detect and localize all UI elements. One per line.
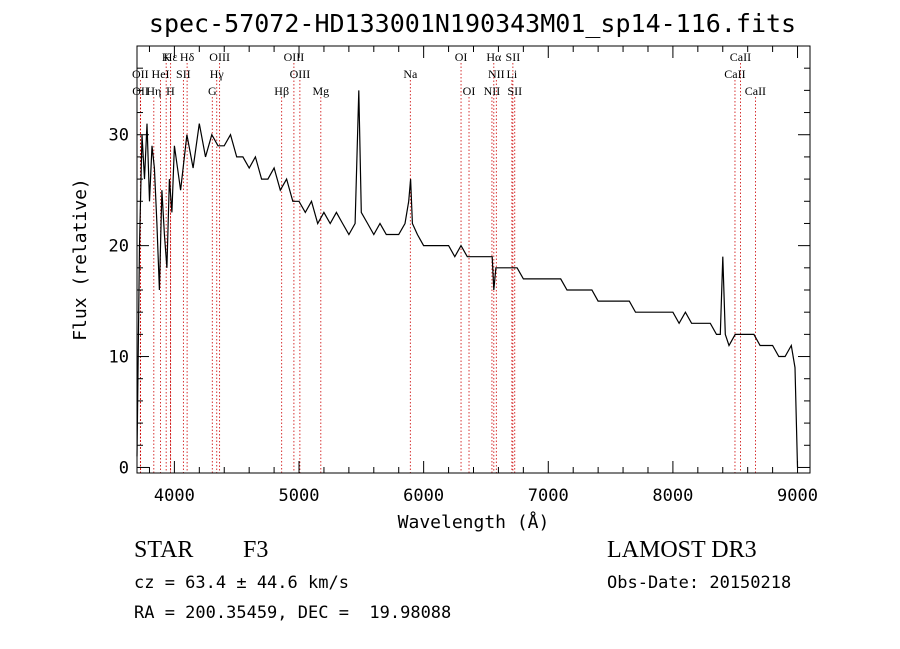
line-marker-label-7: SII	[506, 50, 521, 64]
radec-label: RA = 200.35459, DEC = 19.98088	[134, 603, 452, 623]
x-tick-label-5: 9000	[777, 486, 818, 506]
plot-frame	[136, 45, 811, 474]
x-tick-label-2: 6000	[403, 486, 444, 506]
line-marker-label-27: CaII	[745, 84, 766, 98]
line-marker-label-10: HeI	[152, 67, 170, 81]
line-marker-label-19: Hη	[146, 84, 161, 98]
x-tick-label-4: 8000	[652, 486, 693, 506]
line-marker-label-1: K	[162, 50, 171, 64]
line-marker-label-14: Na	[403, 67, 418, 81]
line-marker-label-11: SII	[176, 67, 191, 81]
line-marker-label-6: Hα	[486, 50, 502, 64]
chart-title: spec-57072-HD133001N190343M01_sp14-116.f…	[148, 9, 797, 38]
line-marker-label-0: Hδ	[180, 50, 195, 64]
spectrum-series-line	[136, 90, 799, 468]
y-tick-label-2: 20	[109, 237, 129, 257]
x-tick-label-1: 5000	[279, 486, 320, 506]
line-marker-label-25: NII	[484, 84, 501, 98]
line-marker-label-13: OIII	[290, 67, 311, 81]
line-marker-label-4: OIII	[284, 50, 305, 64]
line-marker-label-16: Li	[507, 67, 518, 81]
line-marker-label-22: Hβ	[274, 84, 289, 98]
line-marker-label-8: CaII	[730, 50, 751, 64]
line-marker-label-26: SII	[507, 84, 522, 98]
line-marker-label-5: OI	[455, 50, 468, 64]
line-marker-label-12: Hγ	[210, 67, 225, 81]
line-marker-label-23: Mg	[312, 84, 329, 98]
redshift-label: cz = 63.4 ± 44.6 km/s	[134, 573, 349, 593]
line-marker-label-21: G	[208, 84, 217, 98]
y-axis-label: Flux (relative)	[70, 178, 91, 341]
line-marker-label-24: OI	[463, 84, 476, 98]
subclass-label: F3	[243, 537, 269, 563]
line-marker-label-2: Hε	[164, 50, 178, 64]
y-tick-label-3: 30	[109, 126, 129, 146]
x-tick-label-0: 4000	[154, 486, 195, 506]
y-tick-label-1: 10	[109, 348, 129, 368]
class-label: STAR	[134, 537, 194, 563]
obs-date-label: Obs-Date: 20150218	[607, 573, 792, 593]
x-axis-label: Wavelength (Å)	[398, 511, 550, 533]
line-marker-label-9: OII	[132, 67, 149, 81]
line-marker-label-18: OII	[132, 84, 149, 98]
line-marker-label-17: CaII	[724, 67, 745, 81]
line-marker-label-15: NII	[488, 67, 505, 81]
y-tick-label-0: 0	[119, 458, 129, 478]
line-marker-label-20: H	[166, 84, 175, 98]
line-marker-label-3: OIII	[209, 50, 230, 64]
x-tick-label-3: 7000	[528, 486, 569, 506]
survey-label: LAMOST DR3	[607, 537, 757, 563]
